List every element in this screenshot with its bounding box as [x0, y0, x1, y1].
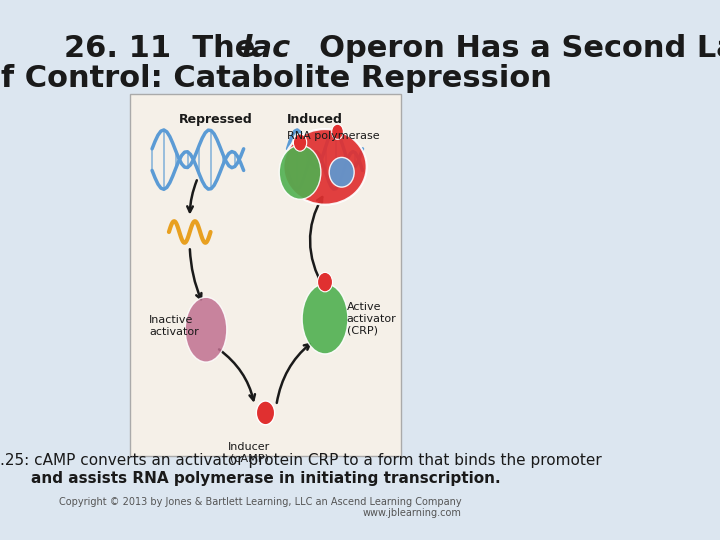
Ellipse shape — [279, 145, 321, 199]
Circle shape — [332, 124, 343, 139]
Text: Inactive
activator: Inactive activator — [149, 315, 199, 337]
Text: Active
activator
(CRP): Active activator (CRP) — [346, 302, 397, 335]
Text: Inducer
(cAMP): Inducer (cAMP) — [228, 442, 271, 463]
Text: Figure 26.25: cAMP converts an activator protein CRP to a form that binds the pr: Figure 26.25: cAMP converts an activator… — [0, 453, 602, 468]
Ellipse shape — [185, 297, 227, 362]
Text: and assists RNA polymerase in initiating transcription.: and assists RNA polymerase in initiating… — [31, 471, 500, 487]
Text: Operon Has a Second Layer: Operon Has a Second Layer — [266, 34, 720, 63]
Text: Copyright © 2013 by Jones & Bartlett Learning, LLC an Ascend Learning Company
ww: Copyright © 2013 by Jones & Bartlett Lea… — [58, 497, 461, 518]
Text: Repressed: Repressed — [179, 113, 253, 126]
Circle shape — [293, 134, 307, 151]
Text: lac: lac — [241, 34, 290, 63]
Ellipse shape — [284, 129, 366, 205]
Circle shape — [318, 272, 333, 292]
Text: 26. 11  The: 26. 11 The — [63, 34, 266, 63]
Text: of Control: Catabolite Repression: of Control: Catabolite Repression — [0, 64, 552, 93]
Ellipse shape — [302, 284, 348, 354]
Text: RNA polymerase: RNA polymerase — [287, 131, 379, 141]
Ellipse shape — [329, 157, 354, 187]
Text: Induced: Induced — [287, 113, 343, 126]
FancyBboxPatch shape — [130, 94, 401, 456]
Circle shape — [256, 401, 274, 425]
